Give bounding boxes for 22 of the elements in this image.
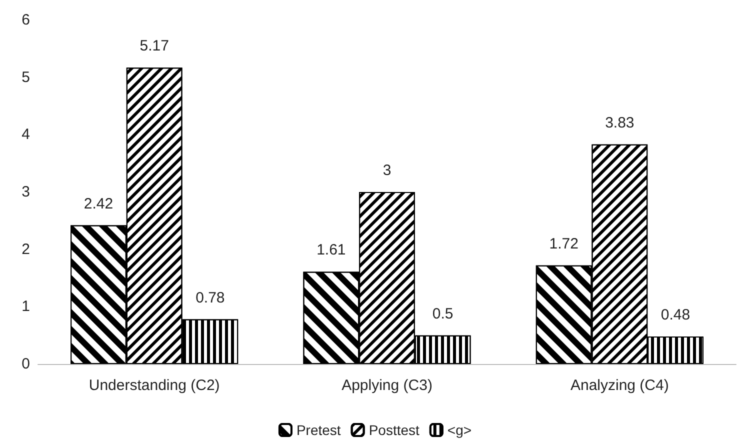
data-label: 2.42: [84, 195, 114, 212]
y-tick-label: 1: [22, 298, 30, 316]
legend-label: <g>: [447, 422, 472, 438]
y-tick-label: 2: [22, 240, 30, 258]
data-label: 0.78: [196, 289, 225, 306]
data-label: 0.5: [432, 305, 454, 322]
data-label: 0.48: [660, 306, 690, 324]
legend-label: Pretest: [296, 422, 341, 438]
data-label: 3.83: [605, 114, 634, 132]
y-tick-label: 6: [22, 12, 30, 28]
data-label: 1.61: [316, 242, 346, 259]
x-tick-label: Understanding (C2): [88, 377, 220, 394]
data-label: 5.17: [140, 38, 169, 55]
data-label: 3: [382, 162, 392, 179]
data-label: 1.72: [549, 235, 578, 252]
x-tick-label: Applying (C3): [342, 377, 432, 394]
y-tick-label: 5: [22, 68, 30, 86]
y-tick-label: 3: [22, 184, 30, 200]
y-tick-label: 0: [22, 356, 30, 372]
y-tick-label: 4: [22, 126, 30, 144]
legend-label: Posttest: [368, 422, 420, 438]
x-tick-label: Analyzing (C4): [570, 377, 669, 394]
